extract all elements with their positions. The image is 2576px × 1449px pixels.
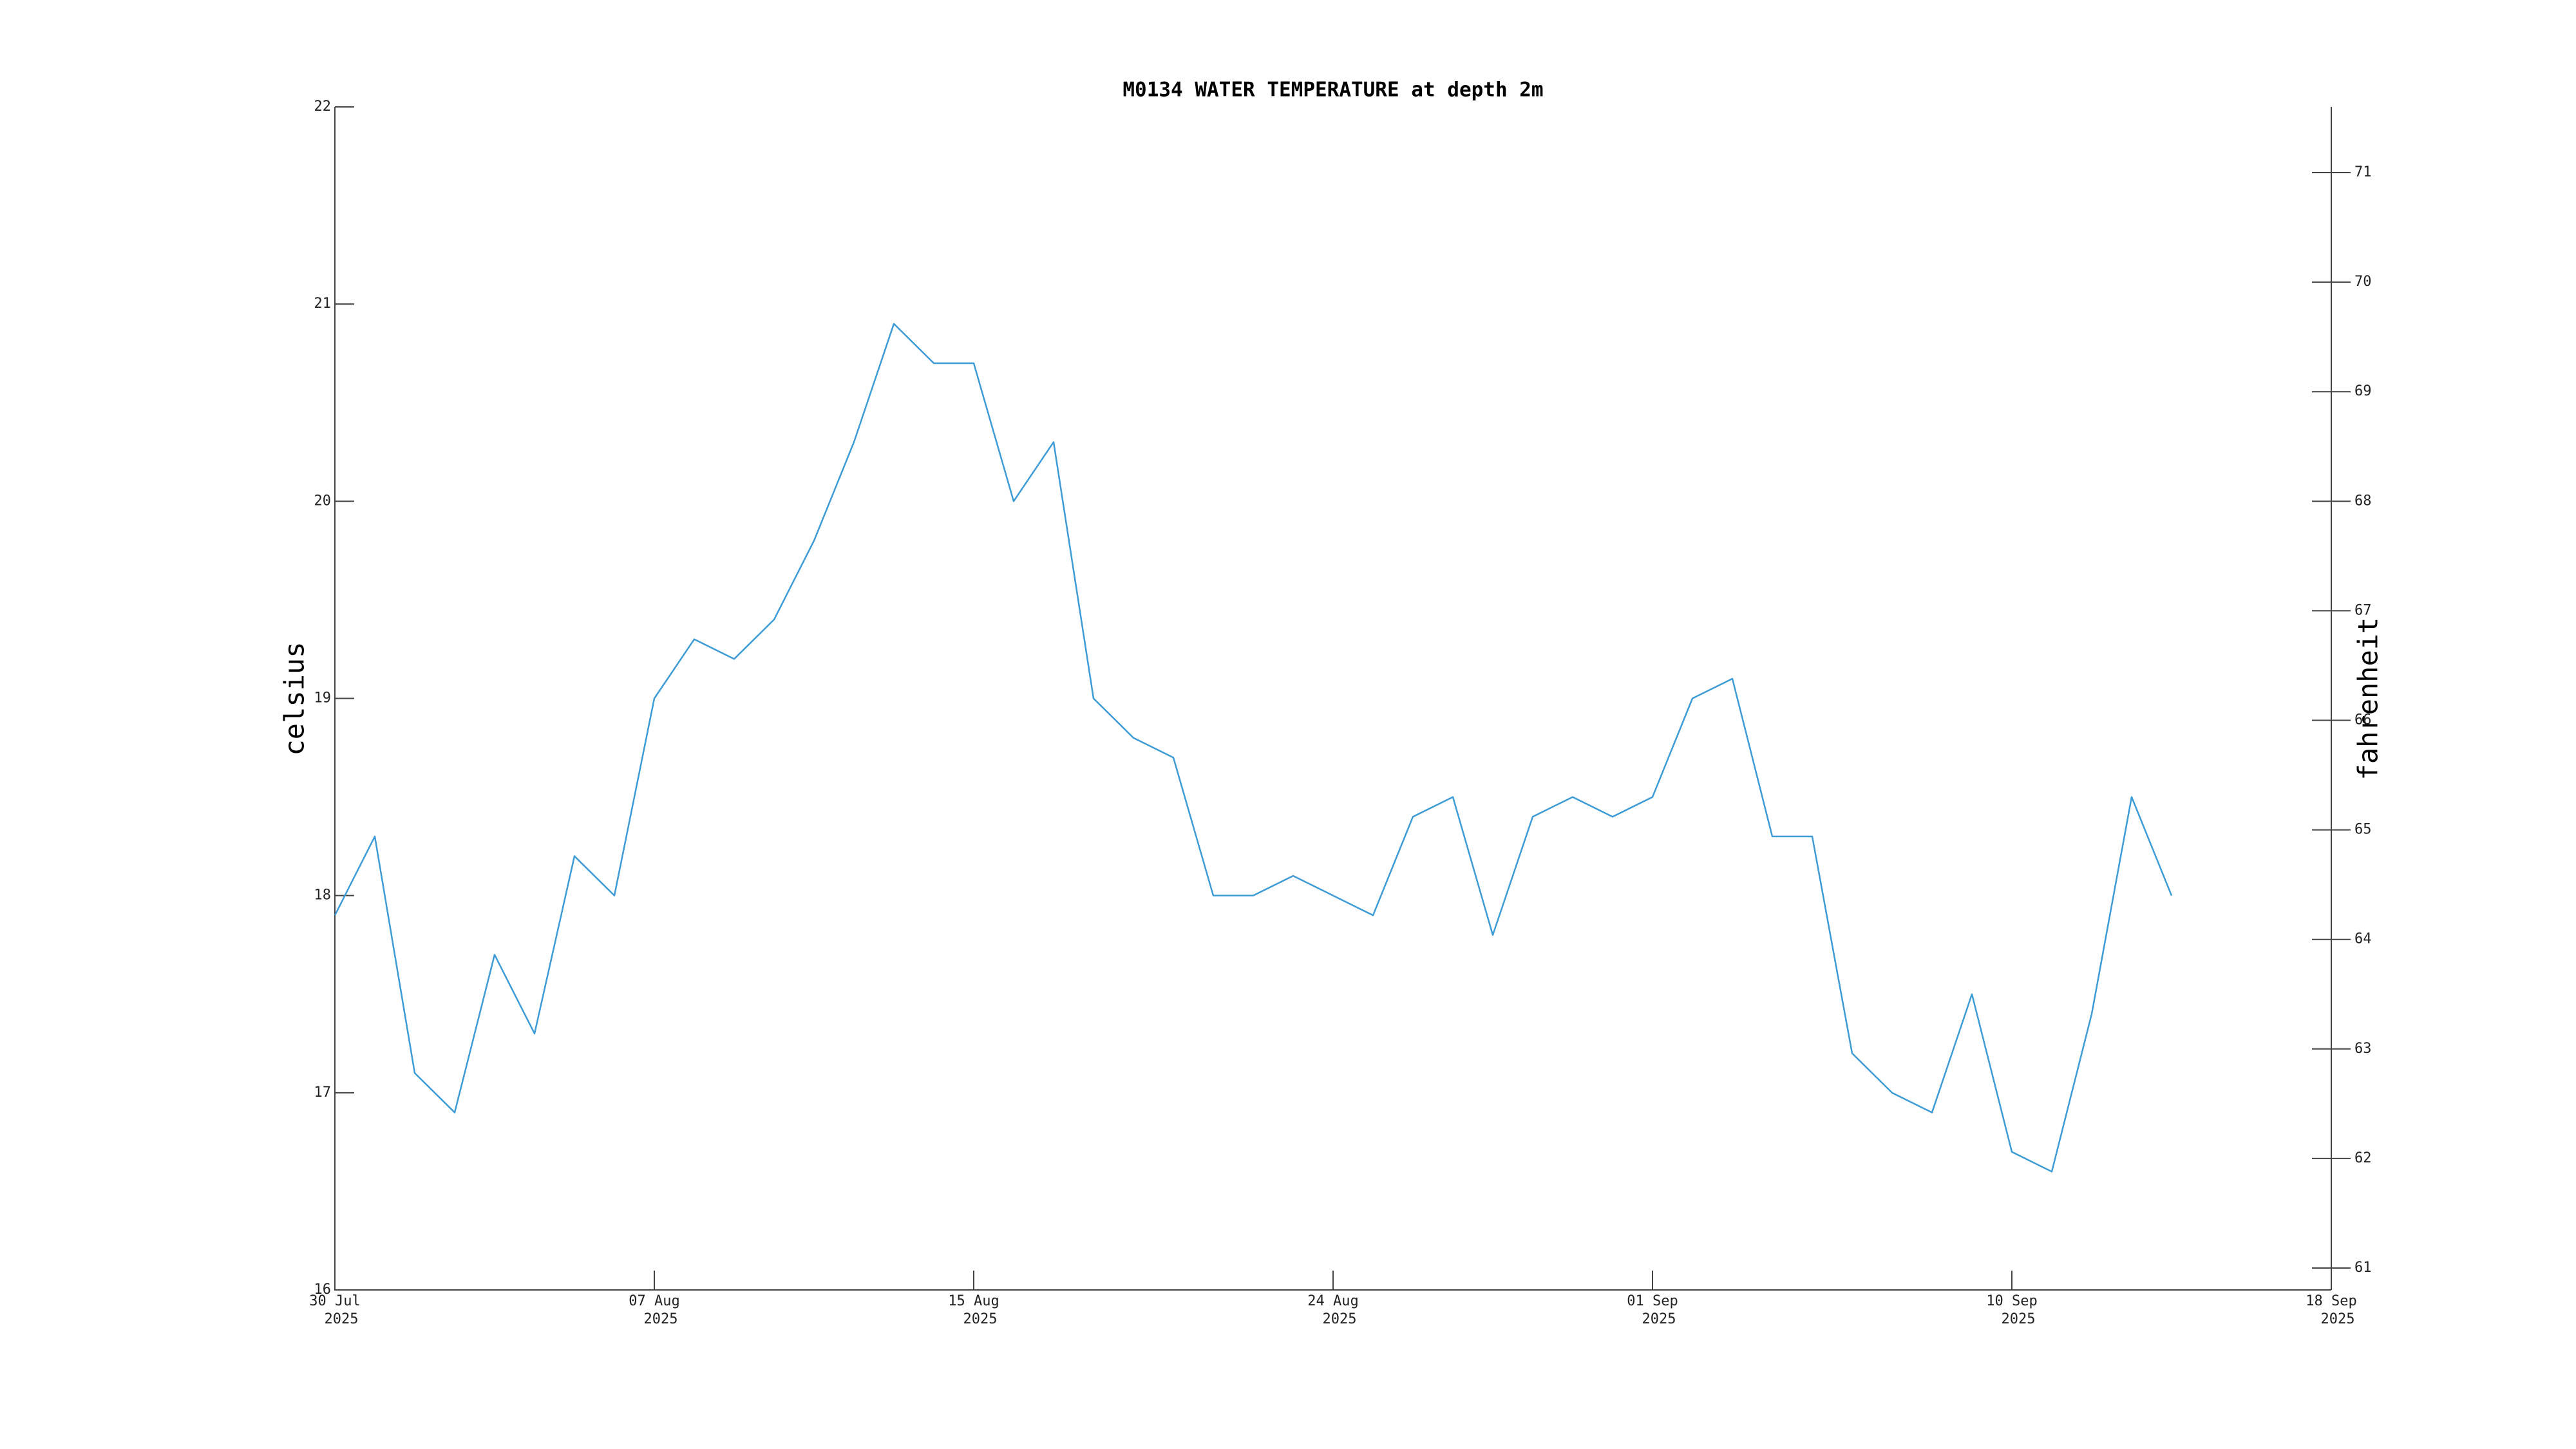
y-tick-label: 16 — [314, 1282, 332, 1298]
x-tick-label: 2025 — [2321, 1311, 2355, 1327]
y-tick-label: 22 — [314, 99, 332, 115]
x-tick-label: 18 Sep — [2306, 1293, 2356, 1309]
x-tick-label: 2025 — [2002, 1311, 2036, 1327]
y-tick-label: 18 — [314, 887, 332, 904]
x-tick-label: 2025 — [325, 1311, 359, 1327]
y-axis-label: celsius — [279, 641, 310, 755]
axis-frame — [334, 107, 2331, 1291]
x-tick-label: 2025 — [1642, 1311, 1676, 1327]
y2-tick-label: 71 — [2354, 164, 2372, 180]
chart-title: M0134 WATER TEMPERATURE at depth 2m — [1122, 79, 1543, 102]
x-tick-label: 24 Aug — [1307, 1293, 1358, 1309]
y2-tick-label: 70 — [2354, 274, 2372, 290]
y2-tick-label: 64 — [2354, 931, 2372, 947]
y2-tick-label: 69 — [2354, 383, 2372, 399]
x-tick-label: 01 Sep — [1627, 1293, 1678, 1309]
x-tick-label: 15 Aug — [948, 1293, 999, 1309]
x-tick-label: 07 Aug — [629, 1293, 679, 1309]
y2-tick-label: 61 — [2354, 1260, 2372, 1276]
y2-axis-label: fahrenheit — [2353, 618, 2384, 781]
y2-tick-label: 65 — [2354, 822, 2372, 838]
y-tick-label: 19 — [314, 690, 332, 706]
y2-tick-label: 62 — [2354, 1150, 2372, 1166]
y2-tick-label: 66 — [2354, 712, 2372, 728]
x-tick-label: 2025 — [644, 1311, 678, 1327]
y-tick-label: 20 — [314, 493, 332, 509]
x-tick-label: 10 Sep — [1986, 1293, 2037, 1309]
y2-tick-label: 68 — [2354, 493, 2372, 509]
x-tick-label: 2025 — [1323, 1311, 1357, 1327]
y-tick-label: 21 — [314, 296, 332, 312]
y2-tick-label: 63 — [2354, 1041, 2372, 1057]
x-tick-label: 2025 — [963, 1311, 998, 1327]
x-tick-label: 30 Jul — [309, 1293, 360, 1309]
y-tick-label: 17 — [314, 1084, 332, 1101]
y2-tick-label: 67 — [2354, 602, 2372, 618]
data-line — [334, 323, 2173, 1173]
